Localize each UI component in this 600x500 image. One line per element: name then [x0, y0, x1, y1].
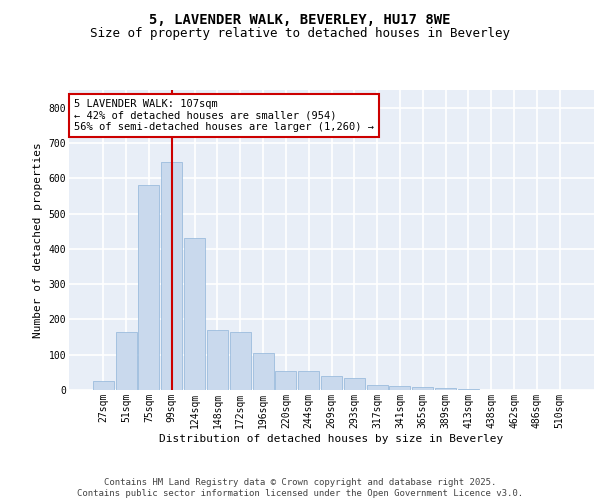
Text: Contains HM Land Registry data © Crown copyright and database right 2025.
Contai: Contains HM Land Registry data © Crown c…	[77, 478, 523, 498]
Bar	[253, 353, 274, 390]
Bar	[116, 332, 137, 390]
Bar	[344, 378, 365, 390]
Y-axis label: Number of detached properties: Number of detached properties	[33, 142, 43, 338]
Text: Size of property relative to detached houses in Beverley: Size of property relative to detached ho…	[90, 28, 510, 40]
Bar	[435, 388, 456, 390]
X-axis label: Distribution of detached houses by size in Beverley: Distribution of detached houses by size …	[160, 434, 503, 444]
Bar	[93, 381, 114, 390]
Bar	[367, 384, 388, 390]
Bar	[161, 162, 182, 390]
Text: 5 LAVENDER WALK: 107sqm
← 42% of detached houses are smaller (954)
56% of semi-d: 5 LAVENDER WALK: 107sqm ← 42% of detache…	[74, 99, 374, 132]
Bar	[321, 376, 342, 390]
Bar	[230, 332, 251, 390]
Bar	[275, 370, 296, 390]
Text: 5, LAVENDER WALK, BEVERLEY, HU17 8WE: 5, LAVENDER WALK, BEVERLEY, HU17 8WE	[149, 12, 451, 26]
Bar	[139, 186, 160, 390]
Bar	[298, 370, 319, 390]
Bar	[389, 386, 410, 390]
Bar	[184, 238, 205, 390]
Bar	[207, 330, 228, 390]
Bar	[412, 387, 433, 390]
